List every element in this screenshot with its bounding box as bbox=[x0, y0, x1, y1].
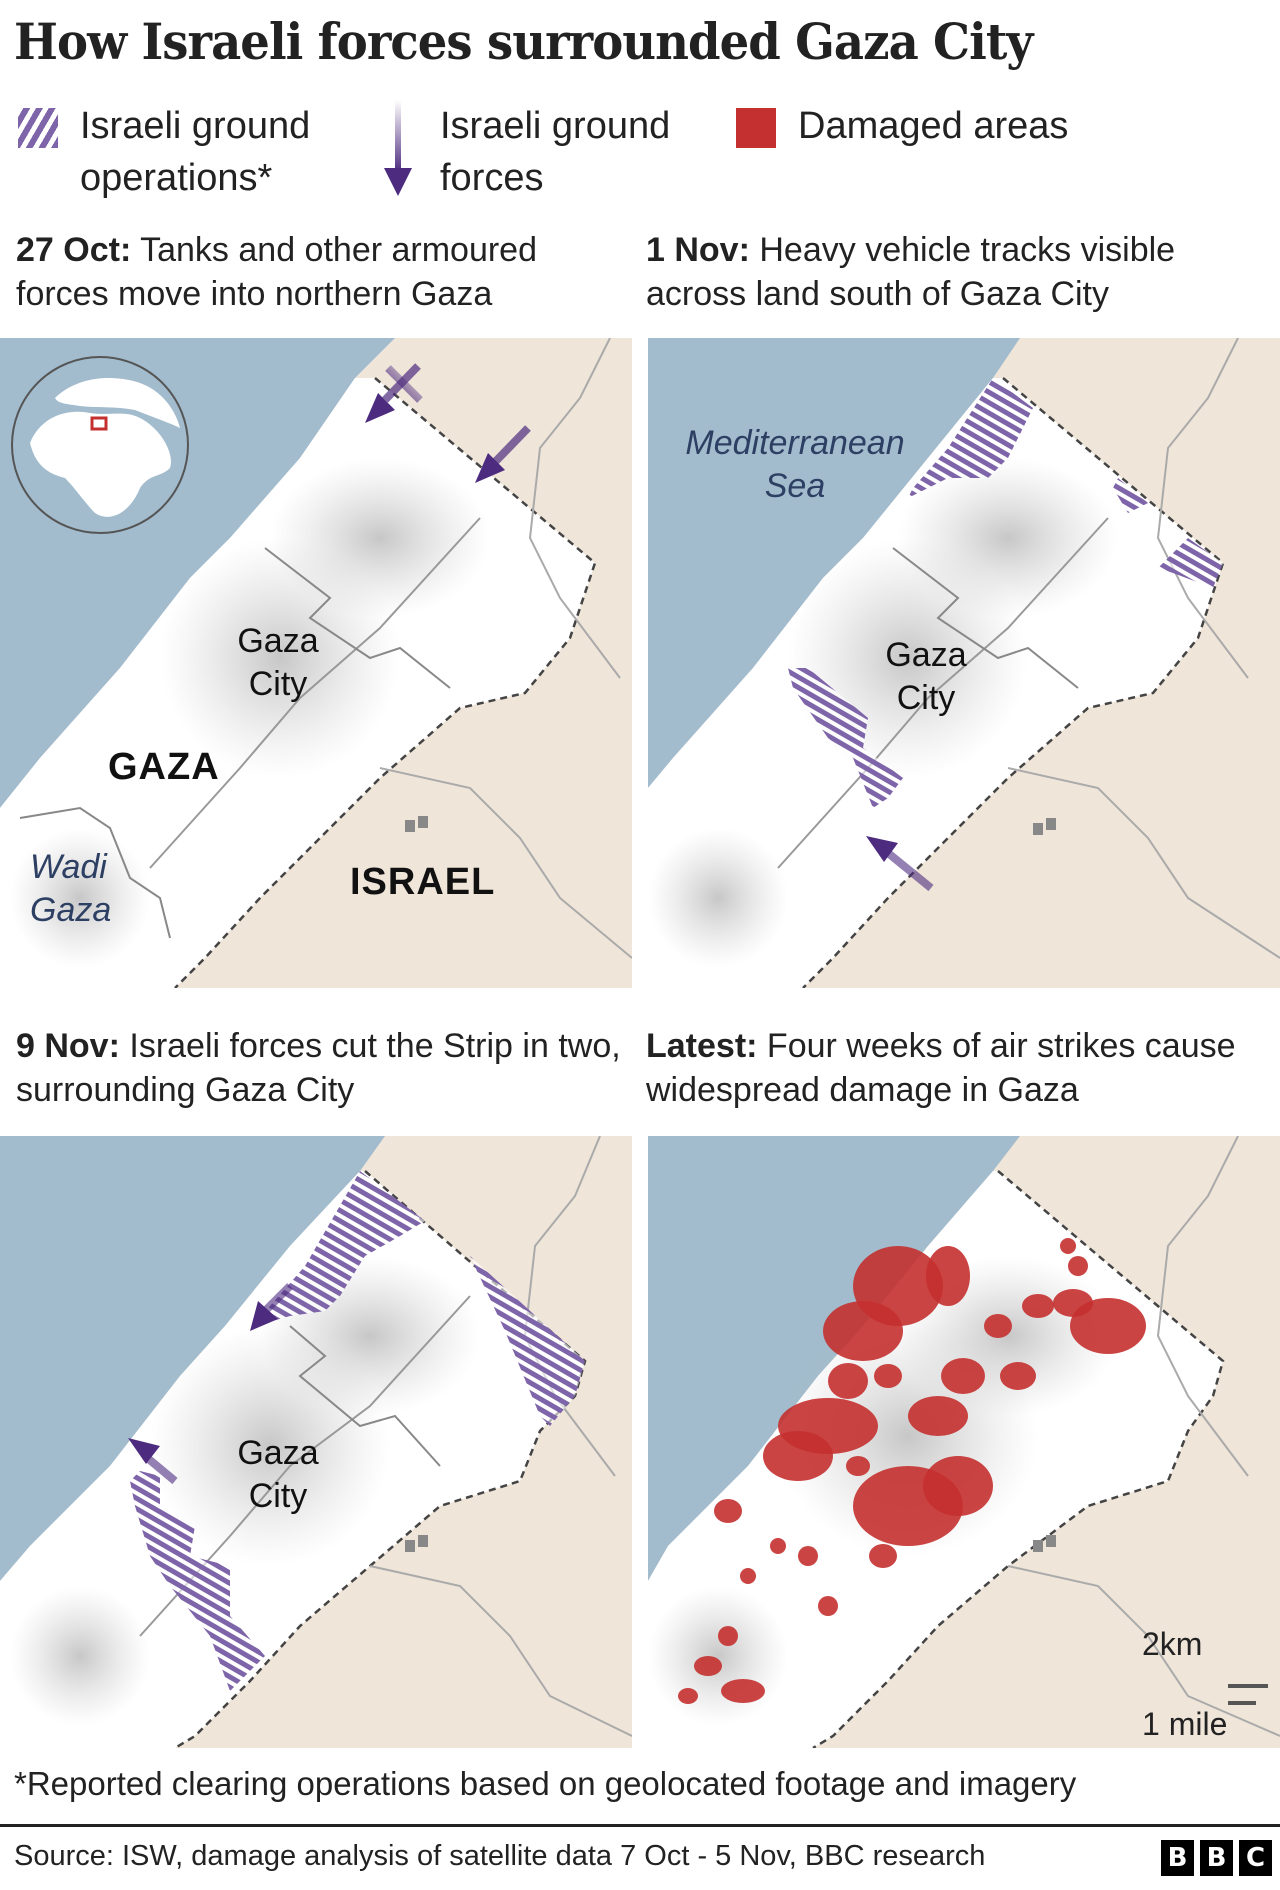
caption-text: Heavy vehicle tracks visible across land… bbox=[646, 231, 1176, 313]
bbc-logo-block: B bbox=[1161, 1840, 1194, 1876]
caption-date: 1 Nov: bbox=[646, 231, 750, 269]
footer-divider bbox=[0, 1824, 1280, 1827]
legend-item-ground-operations: Israeli ground operations* bbox=[18, 100, 310, 204]
map-label-gaza: GAZA bbox=[108, 746, 220, 788]
caption-date: Latest: bbox=[646, 1027, 758, 1065]
map-label-israel: ISRAEL bbox=[350, 861, 496, 903]
map-panel-9-nov: Gaza City bbox=[0, 1136, 632, 1748]
map-label-gaza-city: Gaza City bbox=[237, 622, 319, 703]
bbc-logo-block: C bbox=[1239, 1840, 1272, 1876]
map-label-gaza-city: Gaza City bbox=[885, 636, 967, 717]
bbc-logo: B B C bbox=[1161, 1840, 1272, 1876]
scale-label-mile: 1 mile bbox=[1142, 1706, 1228, 1742]
bbc-logo-block: B bbox=[1200, 1840, 1233, 1876]
scale-label-km: 2km bbox=[1142, 1626, 1203, 1662]
caption-latest: Latest: Four weeks of air strikes cause … bbox=[646, 1024, 1256, 1112]
caption-27-oct: 27 Oct: Tanks and other armoured forces … bbox=[16, 228, 626, 316]
map-27-oct bbox=[0, 338, 632, 988]
caption-date: 9 Nov: bbox=[16, 1027, 120, 1065]
map-panel-1-nov: Mediterranean Sea Gaza City bbox=[648, 338, 1280, 988]
arrow-down-icon bbox=[378, 100, 418, 200]
legend-label: Israeli ground bbox=[80, 105, 311, 147]
map-panel-27-oct: Gaza City GAZA ISRAEL Wadi Gaza bbox=[0, 338, 632, 988]
map-label-gaza-city: Gaza City bbox=[237, 1434, 319, 1515]
legend-item-ground-forces: Israeli ground forces bbox=[378, 100, 670, 204]
page-title: How Israeli forces surrounded Gaza City bbox=[14, 12, 1033, 71]
hatch-pattern-icon bbox=[18, 108, 58, 148]
footnote: *Reported clearing operations based on g… bbox=[14, 1765, 1077, 1802]
caption-text: Israeli forces cut the Strip in two, sur… bbox=[16, 1027, 621, 1109]
map-9-nov bbox=[0, 1136, 632, 1748]
legend-label: Damaged areas bbox=[798, 105, 1069, 147]
source-line: Source: ISW, damage analysis of satellit… bbox=[14, 1840, 986, 1872]
legend-label: Israeli ground bbox=[440, 105, 671, 147]
caption-text: Four weeks of air strikes cause widespre… bbox=[646, 1027, 1236, 1109]
red-square-icon bbox=[736, 108, 776, 148]
map-panel-latest: 2km 1 mile bbox=[648, 1136, 1280, 1748]
caption-date: 27 Oct: bbox=[16, 231, 132, 269]
caption-text: Tanks and other armoured forces move int… bbox=[16, 231, 538, 313]
map-label-wadi-gaza: Wadi Gaza bbox=[30, 848, 112, 929]
map-label-mediterranean-sea: Mediterranean Sea bbox=[685, 424, 905, 505]
legend-item-damaged-areas: Damaged areas bbox=[736, 100, 1068, 152]
caption-1-nov: 1 Nov: Heavy vehicle tracks visible acro… bbox=[646, 228, 1256, 316]
legend: Israeli ground operations* Israeli groun… bbox=[0, 100, 1280, 210]
legend-label: forces bbox=[440, 157, 544, 199]
map-latest bbox=[648, 1136, 1280, 1748]
legend-label: operations* bbox=[80, 157, 273, 199]
map-1-nov bbox=[648, 338, 1280, 988]
caption-9-nov: 9 Nov: Israeli forces cut the Strip in t… bbox=[16, 1024, 626, 1112]
